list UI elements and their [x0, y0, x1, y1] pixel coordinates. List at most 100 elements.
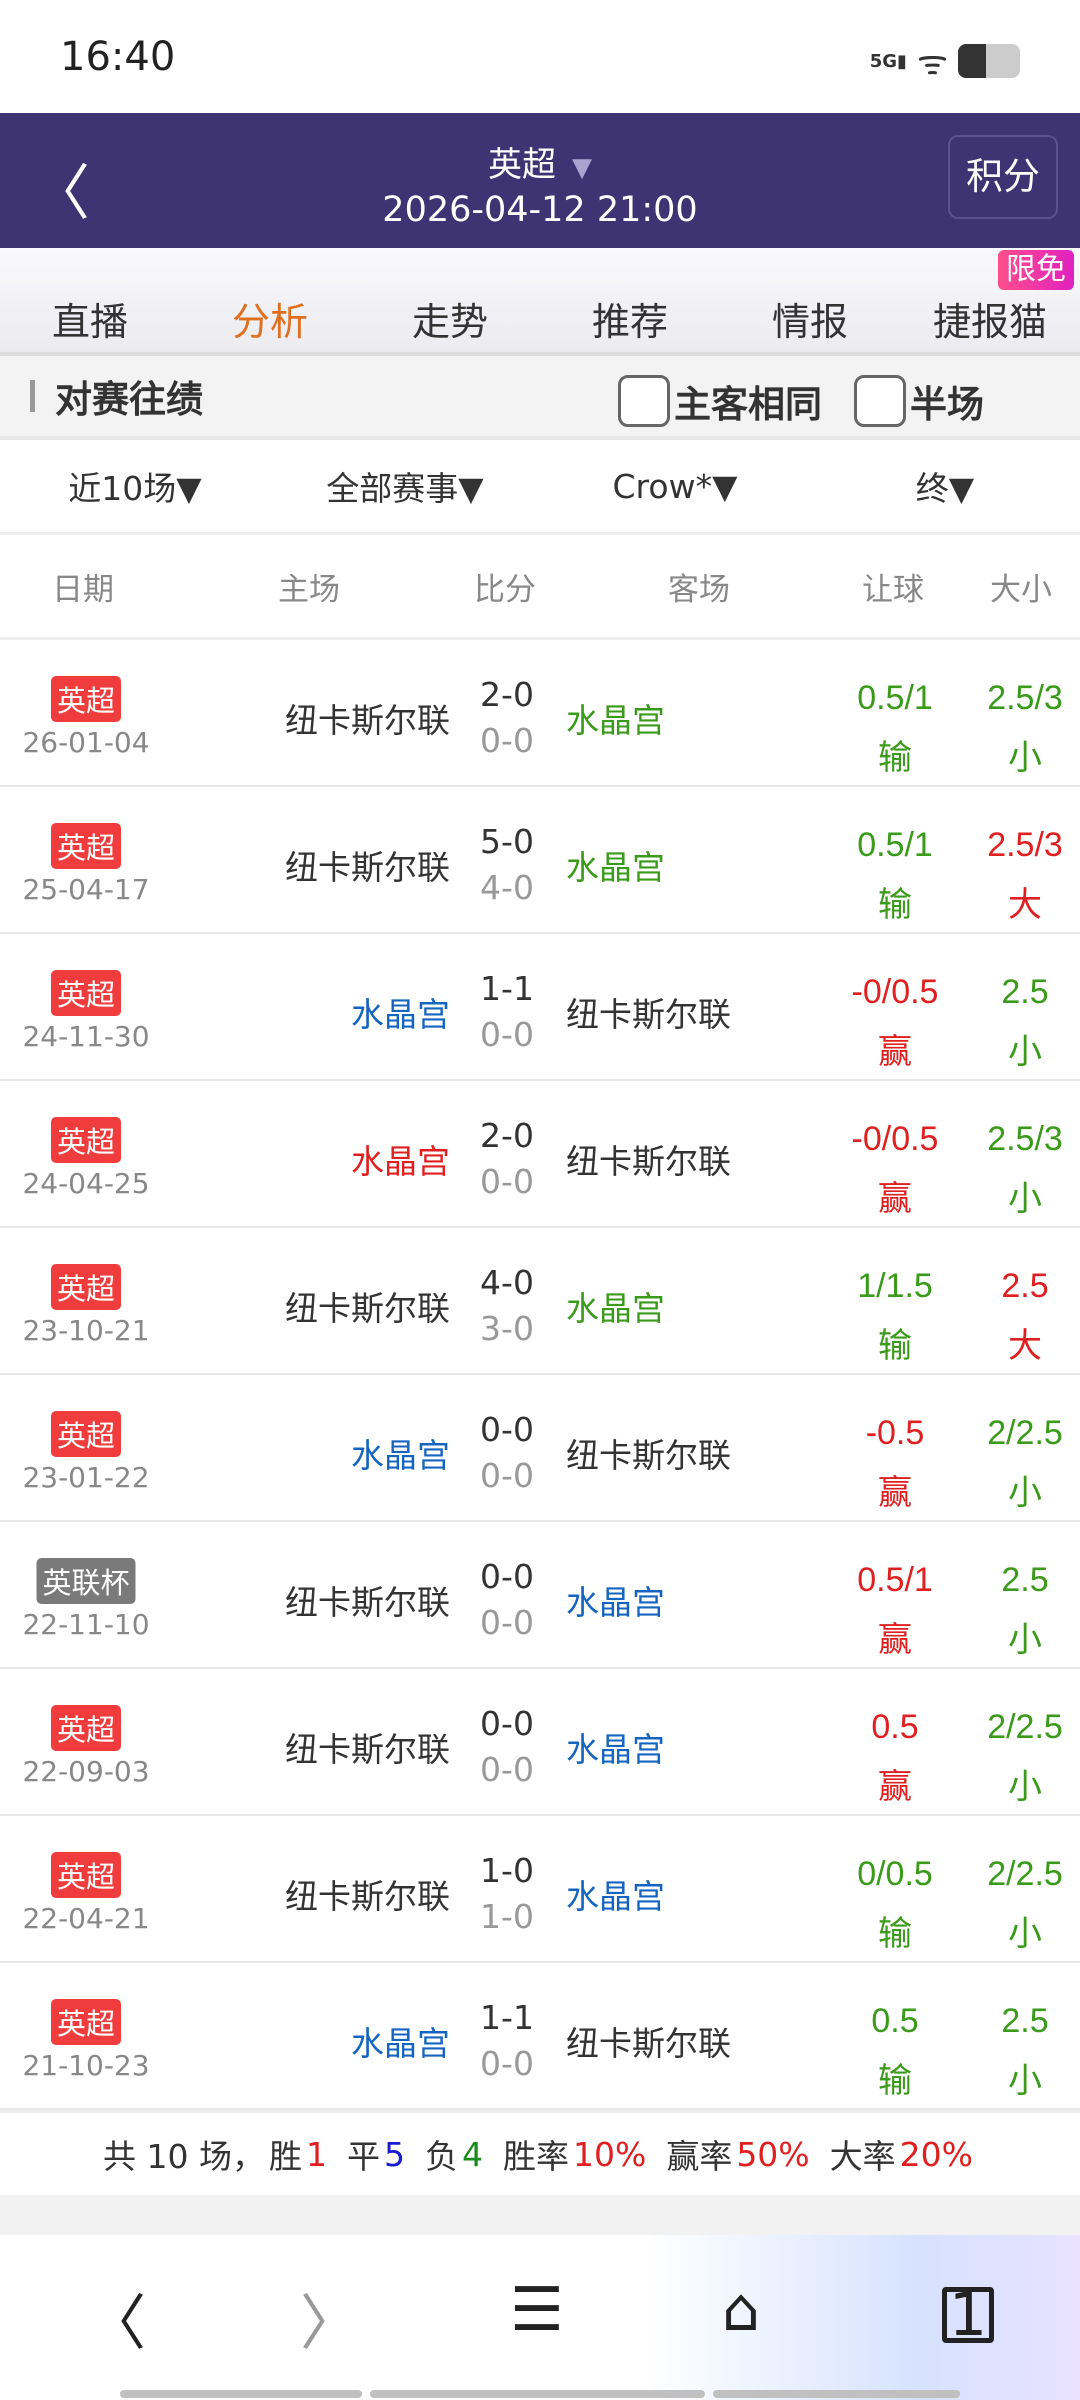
tab-trend[interactable]: 走势	[411, 300, 488, 344]
table-row[interactable]: 英超 22-04-21 纽卡斯尔联 1-0 1-0 水晶宫 0/0.5 输 2/2.…	[0, 1816, 1080, 1963]
loss-count: 4	[461, 2134, 483, 2174]
away-team[interactable]: 水晶宫	[566, 1289, 665, 1328]
ou-line: 2.5	[1001, 1267, 1049, 1305]
nav-forward-icon[interactable]: 〉	[300, 2289, 360, 2359]
away-team[interactable]: 纽卡斯尔联	[566, 1142, 731, 1181]
table-row[interactable]: 英超 24-04-25 水晶宫 2-0 0-0 纽卡斯尔联 -0/0.5 赢 2.5…	[0, 1081, 1080, 1228]
ou-result: 小	[1008, 1915, 1042, 1953]
tab-analysis[interactable]: 分析	[231, 300, 308, 344]
league-badge: 英超	[50, 1705, 122, 1751]
away-team[interactable]: 水晶宫	[566, 701, 665, 740]
ou-result: 小	[1007, 2062, 1042, 2100]
table-row[interactable]: 英超 24-11-30 水晶宫 1-1 0-0 纽卡斯尔联 -0/0.5 赢 2.5…	[0, 934, 1080, 1081]
nav-back-icon[interactable]: 〈	[86, 2289, 146, 2359]
over-under: 2/2.5 小	[987, 1697, 1063, 1817]
menu-icon[interactable]: ☰	[510, 2275, 564, 2345]
filter-odds-stage[interactable]: 终▼	[915, 469, 975, 508]
score: 2-0 0-0	[480, 672, 534, 764]
over-under: 2.5 小	[1001, 1550, 1048, 1670]
away-team[interactable]: 纽卡斯尔联	[566, 1436, 731, 1475]
match-header: 〈 英超 ▼ 2026-04-12 21:00 积分	[0, 113, 1080, 248]
handicap-line: 0.5/1	[857, 679, 933, 717]
table-row[interactable]: 英超 23-01-22 水晶宫 0-0 0-0 纽卡斯尔联 -0.5 赢 2/2.5…	[0, 1375, 1080, 1522]
match-date: 25-04-17	[22, 873, 150, 906]
tab-live[interactable]: 直播	[51, 300, 128, 344]
cover-rate: 50%	[736, 2134, 810, 2174]
away-team[interactable]: 水晶宫	[566, 848, 665, 887]
home-team[interactable]: 纽卡斯尔联	[285, 701, 450, 740]
score: 1-0 1-0	[480, 1848, 534, 1940]
table-row[interactable]: 英联杯 22-11-10 纽卡斯尔联 0-0 0-0 水晶宫 0.5/1 赢 2.5…	[0, 1522, 1080, 1669]
handicap-result: 输	[878, 739, 912, 777]
home-team[interactable]: 水晶宫	[351, 995, 450, 1034]
half-time-checkbox[interactable]: 半场	[854, 374, 984, 428]
filter-recent[interactable]: 近10场▼	[68, 469, 202, 508]
handicap-line: -0.5	[865, 1414, 925, 1452]
score: 1-1 0-0	[480, 1995, 534, 2087]
away-team[interactable]: 水晶宫	[566, 1730, 665, 1769]
half-time-score: 0-0	[480, 1162, 534, 1201]
network-type: 5G	[869, 50, 898, 72]
handicap-result: 赢	[877, 1033, 912, 1071]
section-title: 对赛往绩	[55, 378, 203, 421]
home-team[interactable]: 纽卡斯尔联	[285, 1730, 450, 1769]
col-home: 主场	[278, 571, 340, 608]
table-row[interactable]: 英超 22-09-03 纽卡斯尔联 0-0 0-0 水晶宫 0.5 赢 2/2.5 小	[0, 1669, 1080, 1816]
home-team[interactable]: 水晶宫	[351, 2024, 450, 2063]
away-team[interactable]: 水晶宫	[566, 1583, 665, 1622]
table-row[interactable]: 英超 21-10-23 水晶宫 1-1 0-0 纽卡斯尔联 0.5 输 2.5 小	[0, 1963, 1080, 2110]
points-button[interactable]: 积分	[948, 135, 1058, 219]
table-row[interactable]: 英超 26-01-04 纽卡斯尔联 2-0 0-0 水晶宫 0.5/1 输 2.5/…	[0, 640, 1080, 787]
home-team[interactable]: 水晶宫	[351, 1142, 450, 1181]
match-date: 24-04-25	[22, 1167, 150, 1200]
home-icon[interactable]: ⌂	[722, 2275, 761, 2345]
half-time-score: 0-0	[480, 1750, 534, 1789]
over-under: 2.5 小	[1001, 1991, 1048, 2111]
league-selector[interactable]: 英超 ▼	[0, 113, 1080, 186]
tab-recommend[interactable]: 推荐	[591, 300, 668, 344]
section-header: 对赛往绩 主客相同 半场	[0, 356, 1080, 440]
home-team[interactable]: 纽卡斯尔联	[285, 1583, 450, 1622]
handicap: 0.5/1 输	[857, 815, 933, 935]
table-row[interactable]: 英超 23-10-21 纽卡斯尔联 4-0 3-0 水晶宫 1/1.5 输 2.5 大	[0, 1228, 1080, 1375]
league-badge: 英超	[50, 970, 122, 1016]
home-team[interactable]: 纽卡斯尔联	[285, 1289, 450, 1328]
full-time-score: 1-1	[480, 1998, 534, 2037]
clock: 16:40	[60, 34, 176, 80]
tabs-count-button[interactable]: 1	[942, 2285, 994, 2345]
handicap: 1/1.5 输	[857, 1256, 933, 1376]
handicap: -0.5 赢	[866, 1403, 925, 1523]
tab-intel[interactable]: 情报	[771, 300, 848, 344]
full-time-score: 1-1	[480, 969, 534, 1008]
ou-result: 大	[1007, 1327, 1042, 1365]
col-score: 比分	[474, 571, 536, 608]
draw-label: 平	[346, 2137, 380, 2176]
total-label: 共 10 场，	[102, 2137, 265, 2176]
ou-result: 小	[1008, 1768, 1042, 1806]
spacer	[0, 2195, 1080, 2235]
home-team[interactable]: 纽卡斯尔联	[285, 1877, 450, 1916]
full-time-score: 0-0	[480, 1704, 534, 1743]
home-team[interactable]: 纽卡斯尔联	[285, 848, 450, 887]
away-team[interactable]: 水晶宫	[566, 1877, 665, 1916]
league-badge: 英超	[50, 1852, 122, 1898]
back-button[interactable]: 〈	[30, 159, 90, 229]
away-team[interactable]: 纽卡斯尔联	[566, 2024, 731, 2063]
handicap-result: 输	[877, 2062, 912, 2100]
table-row[interactable]: 英超 25-04-17 纽卡斯尔联 5-0 4-0 水晶宫 0.5/1 输 2.5/…	[0, 787, 1080, 934]
filter-bookmaker[interactable]: Crow*▼	[612, 466, 738, 506]
home-team[interactable]: 水晶宫	[351, 1436, 450, 1475]
checkbox-icon	[854, 375, 906, 427]
handicap-line: 0.5	[871, 1708, 919, 1746]
tab-score-cat[interactable]: 捷报猫	[932, 300, 1047, 344]
match-date: 22-09-03	[22, 1755, 150, 1788]
half-time-score: 0-0	[480, 2044, 534, 2083]
away-team[interactable]: 纽卡斯尔联	[566, 995, 731, 1034]
handicap: 0.5/1 赢	[857, 1550, 933, 1670]
over-under: 2.5/3 小	[987, 668, 1063, 788]
ou-result: 小	[1007, 1033, 1042, 1071]
filter-competition[interactable]: 全部赛事▼	[326, 469, 484, 508]
win-label: 胜	[268, 2137, 302, 2176]
full-time-score: 0-0	[480, 1557, 534, 1596]
same-home-away-checkbox[interactable]: 主客相同	[618, 374, 822, 428]
